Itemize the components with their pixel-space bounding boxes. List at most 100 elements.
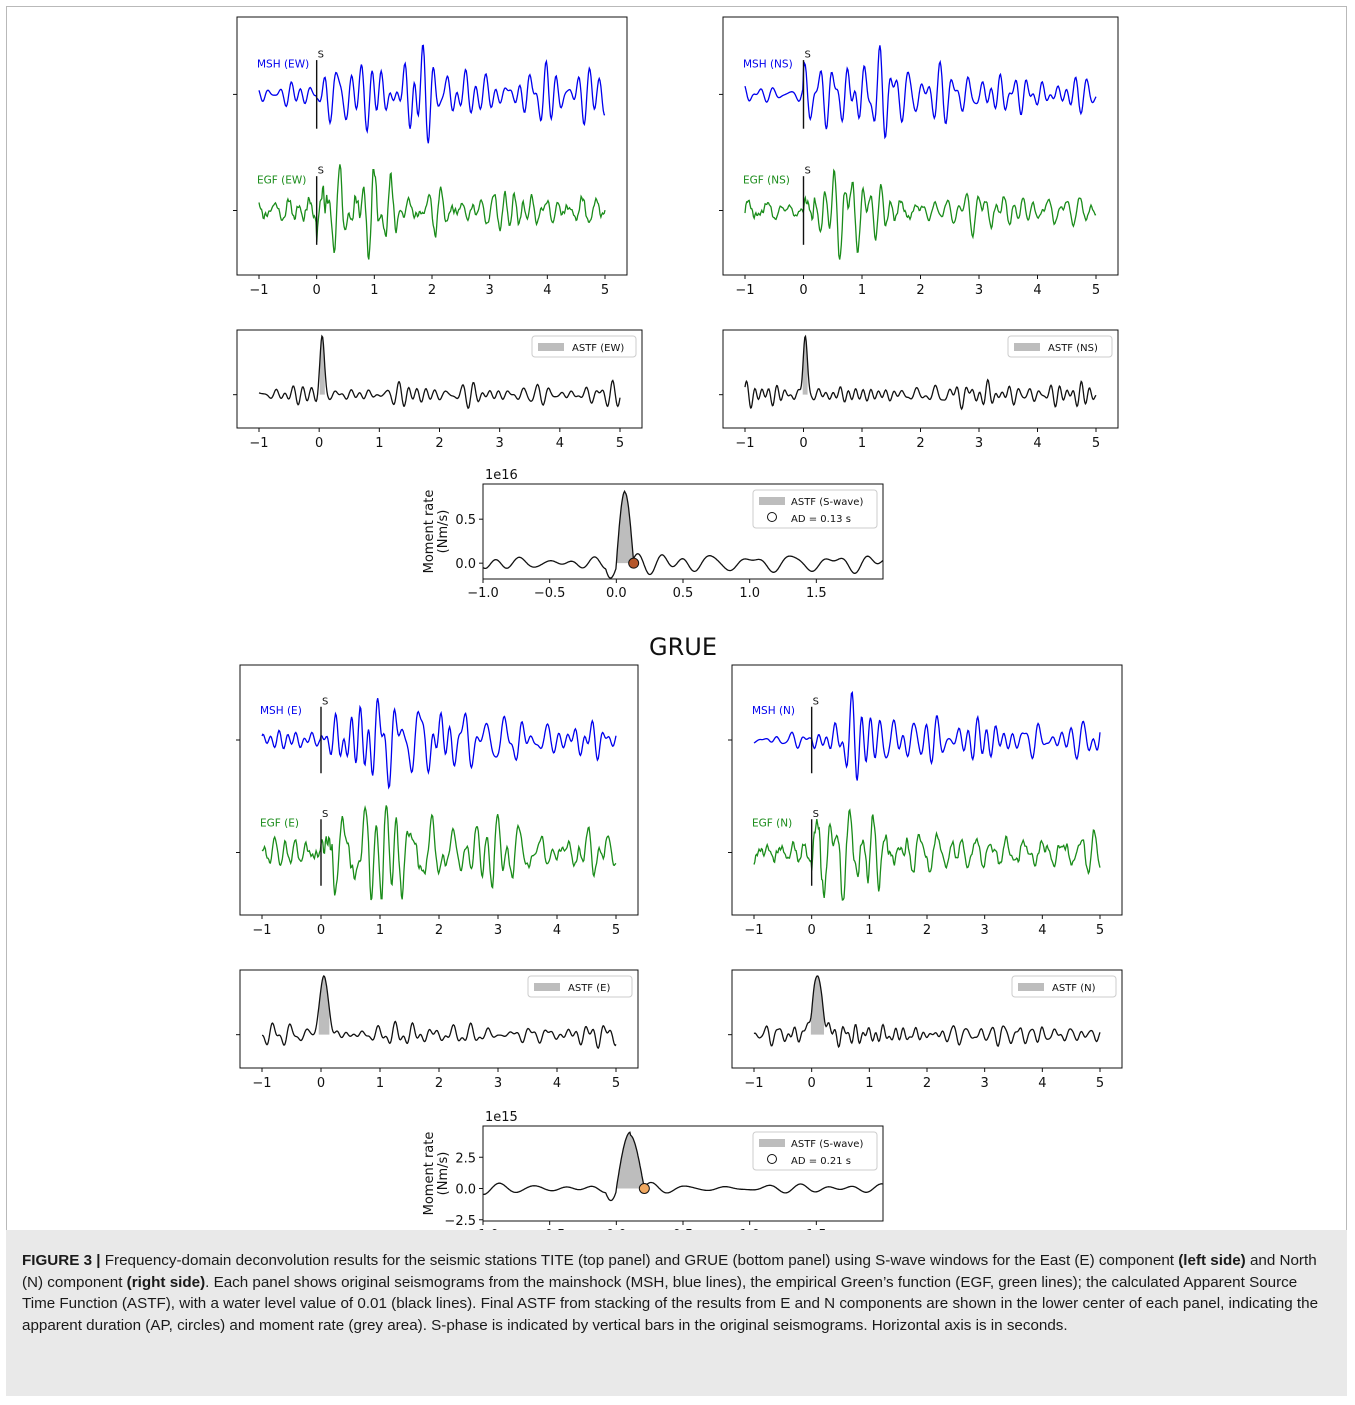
tite-north-seismogram-xtick-label: −1 [735, 283, 754, 298]
grue-north-astf-xtick-label: 2 [923, 1076, 931, 1091]
tite-stacked-astf-ylabel-line1: Moment rate [422, 490, 437, 574]
tite-north-astf-xtick-label: 5 [1092, 436, 1100, 451]
tite-north-seismogram-axes [722, 16, 1119, 276]
tite-stacked-astf-xtick-label: 0.5 [673, 586, 694, 601]
grue-north-astf-xtick-label: −1 [744, 1076, 763, 1091]
tite-stacked-astf-ad-circle [628, 557, 640, 569]
grue-east-seismogram-trace-msh [261, 698, 617, 790]
grue-east-astf-astf-line [261, 975, 617, 1050]
tite-east-astf-xtick-label: 4 [556, 436, 564, 451]
tite-stacked-astf-ylabel-line2: (Nm/s) [436, 510, 451, 554]
tite-north-seismogram-s-phase-label: S [805, 50, 811, 61]
grue-north-astf-legend-swatch [1018, 983, 1044, 991]
grue-east-seismogram-trace-label: MSH (E) [260, 705, 302, 717]
grue-east-astf-legend-box [527, 975, 633, 998]
grue-north-astf-xtick-label: 5 [1096, 1076, 1104, 1091]
grue-stacked-astf-legend-circle [767, 1154, 777, 1164]
tite-east-seismogram-trace-egf [258, 164, 606, 260]
grue-east-astf-legend-label: ASTF (E) [568, 983, 610, 994]
tite-east-seismogram-xtick-label: 2 [428, 283, 436, 298]
grue-stacked-astf-xtick-label: 0.0 [606, 1228, 627, 1230]
grue-east-seismogram-xtick-label: 5 [612, 923, 620, 938]
grue-east-astf-astf-fill [318, 976, 330, 1035]
tite-stacked-astf-ytick-label: 0.0 [455, 557, 476, 572]
grue-stacked-astf-exponent-label: 1e15 [485, 1110, 518, 1125]
grue-stacked-astf-xtick-label: 1.5 [806, 1228, 827, 1230]
tite-stacked-astf-stack-line [482, 489, 884, 579]
grue-east-seismogram-axes [239, 664, 639, 916]
tite-east-astf-legend-label: ASTF (EW) [572, 343, 624, 354]
tite-north-astf-xtick-label: 0 [799, 436, 807, 451]
grue-east-astf-legend-swatch [534, 983, 560, 991]
tite-stacked-astf-legend-fill-label: ASTF (S-wave) [791, 497, 863, 508]
caption-text-1: Frequency-domain deconvolution results f… [100, 1252, 1179, 1269]
tite-east-seismogram-s-phase-label: S [318, 166, 324, 177]
figure-caption: FIGURE 3 | Frequency-domain deconvolutio… [6, 1230, 1347, 1396]
grue-north-seismogram-axes [731, 664, 1123, 916]
tite-north-seismogram-xtick-label: 5 [1092, 283, 1100, 298]
tite-north-seismogram-xtick-label: 2 [916, 283, 924, 298]
tite-north-astf-legend-box [1007, 335, 1113, 358]
tite-north-seismogram-xtick-label: 3 [975, 283, 983, 298]
grue-stacked-astf-legend-fill-label: ASTF (S-wave) [791, 1139, 863, 1150]
tite-north-astf-xtick-label: −1 [735, 436, 754, 451]
tite-north-seismogram-s-phase-label: S [805, 166, 811, 177]
caption-label: FIGURE 3 | [22, 1252, 101, 1269]
grue-east-astf-xtick-label: 4 [553, 1076, 561, 1091]
grue-east-seismogram-trace-egf [261, 805, 617, 901]
tite-north-seismogram-trace-label: EGF (NS) [743, 175, 790, 187]
tite-north-astf-astf-line [744, 334, 1097, 411]
grue-north-astf-xtick-label: 4 [1038, 1076, 1046, 1091]
tite-stacked-astf-legend-swatch [759, 497, 785, 505]
tite-north-seismogram-xtick-label: 1 [858, 283, 866, 298]
grue-north-seismogram-trace-label: MSH (N) [752, 705, 795, 717]
grue-east-seismogram-s-phase-label: S [322, 696, 328, 707]
grue-east-astf-xtick-label: 5 [612, 1076, 620, 1091]
grue-north-seismogram-s-phase-label: S [813, 696, 819, 707]
grue-north-seismogram-xtick-label: −1 [744, 923, 763, 938]
grue-north-seismogram-xtick-label: 2 [923, 923, 931, 938]
tite-north-seismogram-trace-egf [744, 168, 1097, 260]
grue-stacked-astf-ylabel-line1: Moment rate [422, 1132, 437, 1216]
tite-east-astf-xtick-label: 1 [375, 436, 383, 451]
tite-north-seismogram-xtick-label: 0 [799, 283, 807, 298]
grue-panel-title: GRUE [649, 633, 717, 661]
tite-stacked-astf-legend-marker-label: AD = 0.13 s [791, 514, 851, 525]
tite-east-astf-xtick-label: −1 [249, 436, 268, 451]
grue-east-astf-xtick-label: 3 [494, 1076, 502, 1091]
tite-stacked-astf-xtick-label: −0.5 [534, 586, 566, 601]
grue-east-seismogram-xtick-label: −1 [252, 923, 271, 938]
tite-east-astf-astf-line [258, 334, 621, 410]
tite-north-seismogram-trace-msh [744, 45, 1097, 140]
tite-stacked-astf-xtick-label: 1.0 [739, 586, 760, 601]
tite-stacked-astf-exponent-label: 1e16 [485, 468, 518, 483]
grue-north-seismogram-xtick-label: 4 [1038, 923, 1046, 938]
grue-east-seismogram-xtick-label: 4 [553, 923, 561, 938]
grue-north-seismogram-trace-label: EGF (N) [752, 817, 792, 829]
grue-stacked-astf-stack-line [483, 1131, 884, 1202]
tite-north-seismogram-trace-label: MSH (NS) [743, 58, 793, 70]
tite-east-astf-xtick-label: 2 [435, 436, 443, 451]
tite-stacked-astf-ytick-label: 0.5 [455, 513, 476, 528]
grue-stacked-astf-xtick-label: 1.0 [739, 1228, 760, 1230]
grue-north-seismogram-trace-egf [753, 808, 1101, 901]
grue-stacked-astf-ytick-label: −2.5 [444, 1214, 476, 1229]
grue-stacked-astf-legend-swatch [759, 1139, 785, 1147]
tite-east-seismogram-trace-msh [258, 44, 606, 144]
tite-east-seismogram-xtick-label: 4 [543, 283, 551, 298]
grue-stacked-astf-xtick-label: −1.0 [467, 1228, 499, 1230]
grue-north-seismogram-xtick-label: 5 [1096, 923, 1104, 938]
grue-east-astf-xtick-label: −1 [252, 1076, 271, 1091]
grue-east-seismogram-xtick-label: 1 [376, 923, 384, 938]
grue-north-seismogram-xtick-label: 3 [981, 923, 989, 938]
grue-north-astf-xtick-label: 1 [865, 1076, 873, 1091]
tite-east-seismogram-s-phase-label: S [318, 50, 324, 61]
tite-stacked-astf-xtick-label: 1.5 [806, 586, 827, 601]
grue-north-astf-legend-box [1011, 975, 1117, 998]
grue-east-astf-xtick-label: 1 [376, 1076, 384, 1091]
tite-east-seismogram-xtick-label: 5 [601, 283, 609, 298]
grue-stacked-astf-xtick-label: −0.5 [534, 1228, 566, 1230]
grue-east-seismogram-xtick-label: 0 [317, 923, 325, 938]
tite-east-seismogram-axes [236, 16, 628, 276]
grue-north-seismogram-xtick-label: 0 [808, 923, 816, 938]
